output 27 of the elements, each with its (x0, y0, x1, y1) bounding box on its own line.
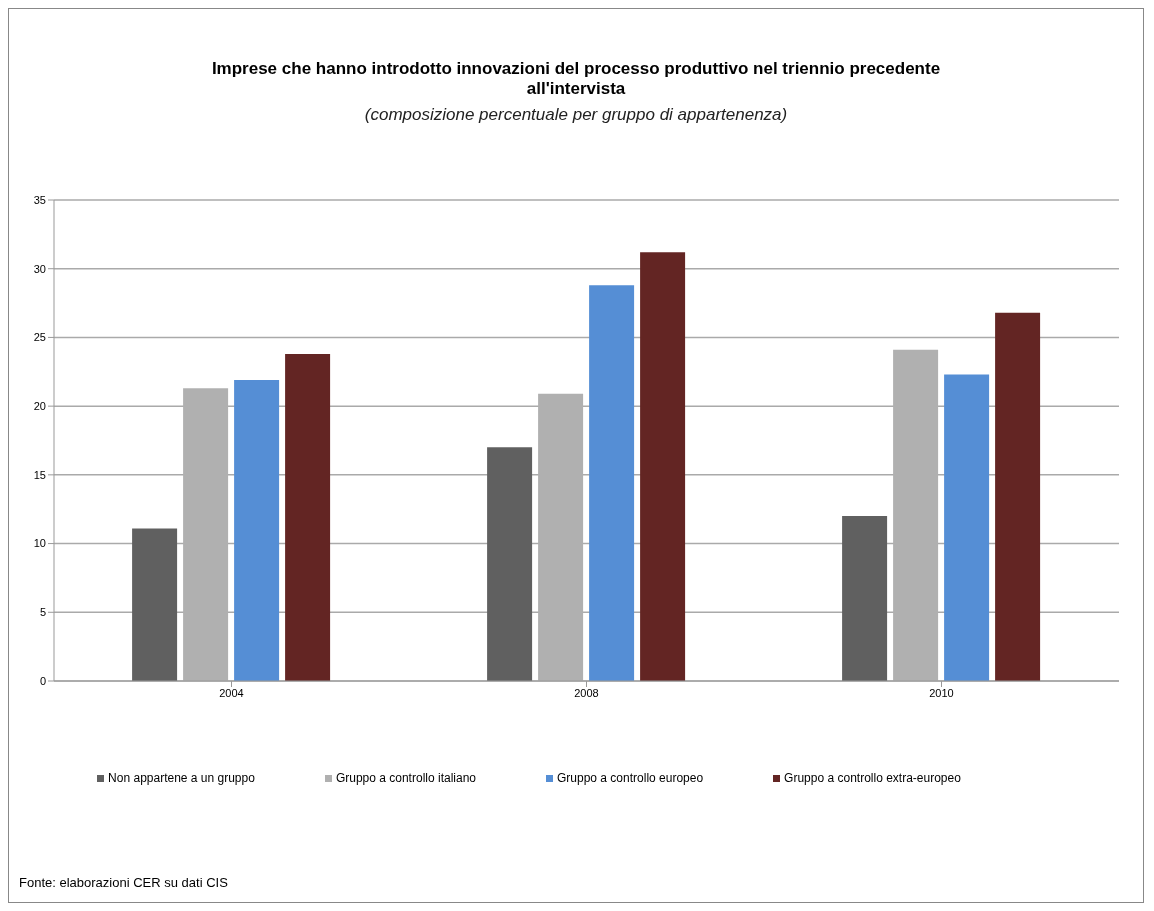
legend-label: Gruppo a controllo extra-europeo (784, 771, 961, 785)
legend-label: Gruppo a controllo italiano (335, 771, 476, 785)
y-tick-label: 0 (39, 674, 46, 687)
y-tick-label: 35 (33, 193, 46, 206)
legend-label: Non appartene a un gruppo (108, 771, 255, 785)
bar (487, 447, 533, 681)
bar (842, 516, 888, 681)
bar (132, 528, 178, 681)
chart-title: Imprese che hanno introdotto innovazioni del processo produttivo nel triennio precedente all'intervista (210, 59, 942, 99)
x-tick-label: 2008 (574, 686, 599, 699)
bar (995, 312, 1041, 681)
bar (640, 252, 686, 681)
y-tick-label: 30 (33, 262, 46, 275)
x-tick-label: 2010 (929, 686, 954, 699)
y-tick-label: 10 (33, 537, 46, 550)
bar (285, 353, 331, 681)
bar (589, 285, 635, 681)
legend-label: Gruppo a controllo europeo (557, 771, 704, 785)
y-tick-label: 20 (33, 400, 46, 413)
source-note: Fonte: elaborazioni CER su dati CIS (19, 875, 228, 890)
chart-subtitle: (composizione percentuale per gruppo di appartenenza) (363, 105, 789, 125)
y-tick-label: 5 (39, 606, 46, 619)
y-tick-label: 25 (33, 331, 46, 344)
bar (944, 374, 990, 681)
y-tick-label: 15 (33, 468, 46, 481)
bar (234, 380, 280, 681)
x-tick-label: 2004 (219, 686, 244, 699)
